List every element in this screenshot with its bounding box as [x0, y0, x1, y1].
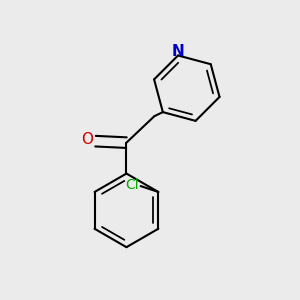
Text: Cl: Cl: [125, 178, 139, 192]
Text: O: O: [81, 132, 93, 147]
Text: N: N: [172, 44, 184, 59]
